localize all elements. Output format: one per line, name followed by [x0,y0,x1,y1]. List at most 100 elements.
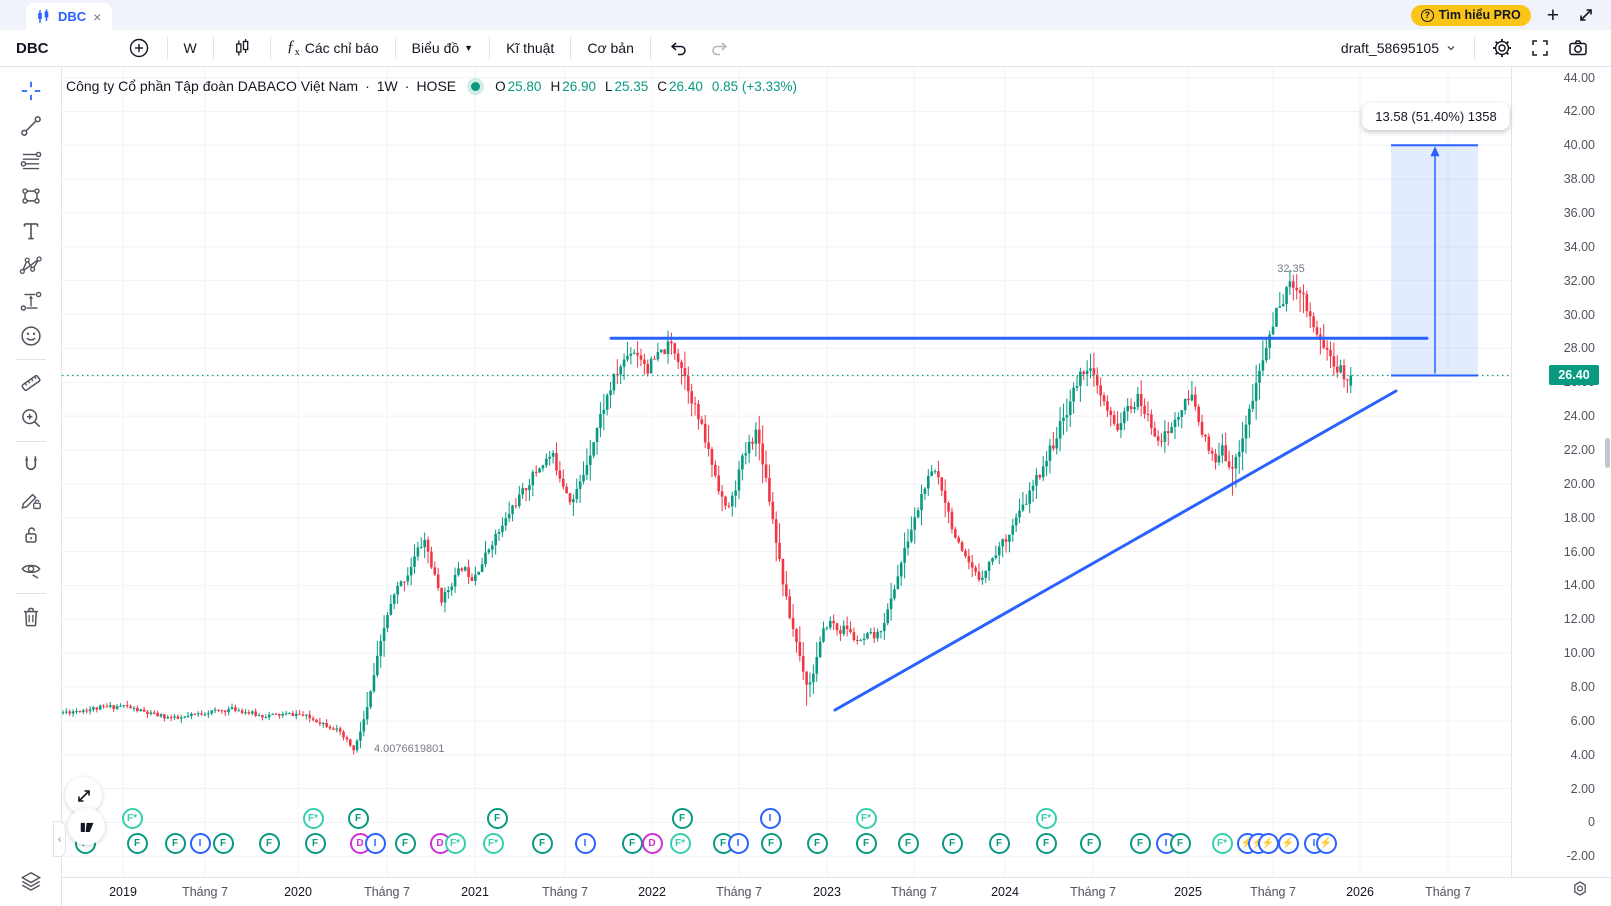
event-marker-f[interactable]: F [760,832,782,854]
event-marker-fs[interactable]: F* [855,807,877,829]
fullscreen-button[interactable] [1521,34,1559,62]
event-marker-f[interactable]: F [164,832,186,854]
candle-body [991,558,994,562]
unlock-icon [24,527,37,543]
ascending-trend-line[interactable] [833,389,1398,712]
event-marker-i[interactable]: I [364,832,386,854]
symbol-button[interactable]: DBC [16,39,49,57]
pro-upsell-button[interactable]: ? Tìm hiểu PRO [1410,4,1531,26]
event-marker-i[interactable]: I [189,832,211,854]
event-marker-bolt[interactable]: ⚡ [1315,832,1337,854]
event-marker-f[interactable]: F [304,832,326,854]
candle-body [764,464,768,478]
event-marker-f[interactable]: F [394,832,416,854]
scale-reset-button[interactable] [65,777,102,814]
candle-body [85,710,88,712]
series-visibility-dot[interactable] [471,81,481,91]
chart-style-button[interactable] [222,34,262,62]
tool-crosshair[interactable] [14,77,48,105]
event-marker-f[interactable]: F [1079,832,1101,854]
candle-body [899,562,903,577]
event-marker-fs[interactable]: F* [302,807,324,829]
tool-shapes[interactable] [14,182,48,210]
candle-body [1227,461,1231,468]
event-marker-f[interactable]: F [1169,832,1191,854]
settings-button[interactable] [1483,34,1521,62]
redo-button[interactable] [699,34,739,62]
tool-emoji[interactable] [14,322,48,350]
tool-fib-retracement[interactable] [14,147,48,175]
tool-magnet[interactable] [14,451,48,479]
event-marker-i[interactable]: I [727,832,749,854]
event-marker-f[interactable]: F [347,807,369,829]
candle-body [355,740,359,751]
event-marker-fs[interactable]: F* [444,832,466,854]
event-marker-f[interactable]: F [486,807,508,829]
symbol-add-button[interactable] [119,34,159,62]
candle-body [342,731,345,738]
layout-name-button[interactable]: draft_58695105 [1333,34,1466,62]
event-marker-f[interactable]: F [806,832,828,854]
tool-zoom-in[interactable] [14,404,48,432]
event-marker-fs[interactable]: F* [1211,832,1233,854]
event-marker-fs[interactable]: F* [121,807,143,829]
event-marker-bolt[interactable]: ⚡ [1257,832,1279,854]
tool-lock-drawings[interactable] [14,521,48,549]
event-marker-f[interactable]: F [1035,832,1057,854]
event-marker-f[interactable]: F [671,807,693,829]
scrollbar-thumb[interactable] [1605,438,1610,468]
tool-measure[interactable] [14,369,48,397]
event-marker-fs[interactable]: F* [1035,807,1057,829]
tool-hide-drawings[interactable] [14,556,48,584]
tool-xabcd-pattern[interactable] [14,252,48,280]
candle-body [673,343,677,354]
interval-button[interactable]: W [183,40,197,56]
tradingview-logo-button[interactable] [68,808,105,845]
tool-remove-drawings[interactable] [14,603,48,631]
price-tick-label: 32.00 [1563,273,1595,288]
price-axis[interactable]: 44.00 42.00 40.00 38.00 36.00 34.00 32.00 30.00… [1511,67,1611,877]
candle-body [663,349,666,355]
tool-projection[interactable] [14,287,48,315]
event-marker-fs[interactable]: F* [482,832,504,854]
event-marker-f[interactable]: F [988,832,1010,854]
tool-stay-drawing-mode[interactable] [14,486,48,514]
redo-icon [712,42,728,56]
event-marker-d[interactable]: D [641,832,663,854]
event-marker-i[interactable]: I [759,807,781,829]
candle-body [159,714,163,717]
snapshot-button[interactable] [1559,34,1597,62]
event-marker-f[interactable]: F [855,832,877,854]
tab-dbc[interactable]: DBC × [26,3,112,30]
event-marker-f[interactable]: F [941,832,963,854]
tab-close-icon[interactable]: × [93,8,102,25]
candle-body [284,713,288,715]
candle-body [744,453,748,456]
time-axis[interactable]: 2019 Tháng 7 2020 Tháng 7 2021 Tháng 7 2022 Thá… [62,877,1611,906]
event-marker-f[interactable]: F [531,832,553,854]
time-axis-settings-icon[interactable] [1570,879,1590,899]
xabcd-pattern-icon [19,256,42,275]
sidebar-collapse-handle[interactable]: ‹ [53,821,66,857]
fundamental-button[interactable]: Cơ bản [587,40,634,56]
event-marker-f[interactable]: F [212,832,234,854]
tool-trend-line[interactable] [14,112,48,140]
indicators-button[interactable]: ƒx Các chỉ báo [286,37,379,59]
chart-canvas[interactable]: 32.35 4.0076619801 [62,67,1511,877]
event-marker-f[interactable]: F [258,832,280,854]
event-marker-bolt[interactable]: ⚡ [1277,832,1299,854]
event-marker-i[interactable]: I [574,832,596,854]
tool-text[interactable] [14,217,48,245]
event-marker-f[interactable]: F [1129,832,1151,854]
event-marker-f[interactable]: F [126,832,148,854]
technical-button[interactable]: Kĩ thuật [506,40,555,56]
chart-menu-button[interactable]: Biểu đồ ▼ [411,40,474,56]
undo-button[interactable] [659,34,699,62]
event-marker-fs[interactable]: F* [669,832,691,854]
price-tick-label: 4.00 [1570,747,1595,762]
add-tab-button[interactable]: + [1546,3,1559,27]
tool-object-tree[interactable] [14,868,48,896]
expand-window-icon[interactable] [1575,4,1597,26]
event-marker-f[interactable]: F [621,832,643,854]
event-marker-f[interactable]: F [897,832,919,854]
